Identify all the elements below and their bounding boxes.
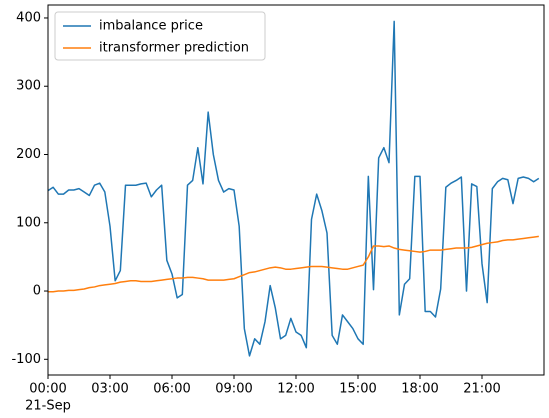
legend-label: imbalance price (99, 19, 203, 34)
legend-box (54, 11, 266, 61)
x-tick-label: 03:00 (91, 382, 128, 397)
series-line (48, 20, 540, 357)
x-tick-label: 06:00 (153, 382, 190, 397)
series-line (48, 235, 539, 293)
x-tick-label: 12:00 (277, 382, 314, 397)
y-tick-label: 100 (16, 215, 41, 230)
y-tick-label: 0 (33, 284, 41, 299)
legend-label: itransformer prediction (99, 41, 249, 56)
x-tick-label: 15:00 (339, 382, 376, 397)
y-tick-label: -100 (11, 352, 41, 367)
x-tick-label: 21:00 (463, 382, 500, 397)
x-tick-label: 00:00 (29, 382, 66, 397)
y-tick-label: 400 (16, 10, 41, 25)
y-tick-label: 200 (16, 147, 41, 162)
x-tick-label: 09:00 (215, 382, 252, 397)
y-tick-label: 300 (16, 79, 41, 94)
date-label: 21-Sep (25, 399, 71, 414)
x-tick-label: 18:00 (401, 382, 438, 397)
plot-frame (47, 4, 545, 376)
